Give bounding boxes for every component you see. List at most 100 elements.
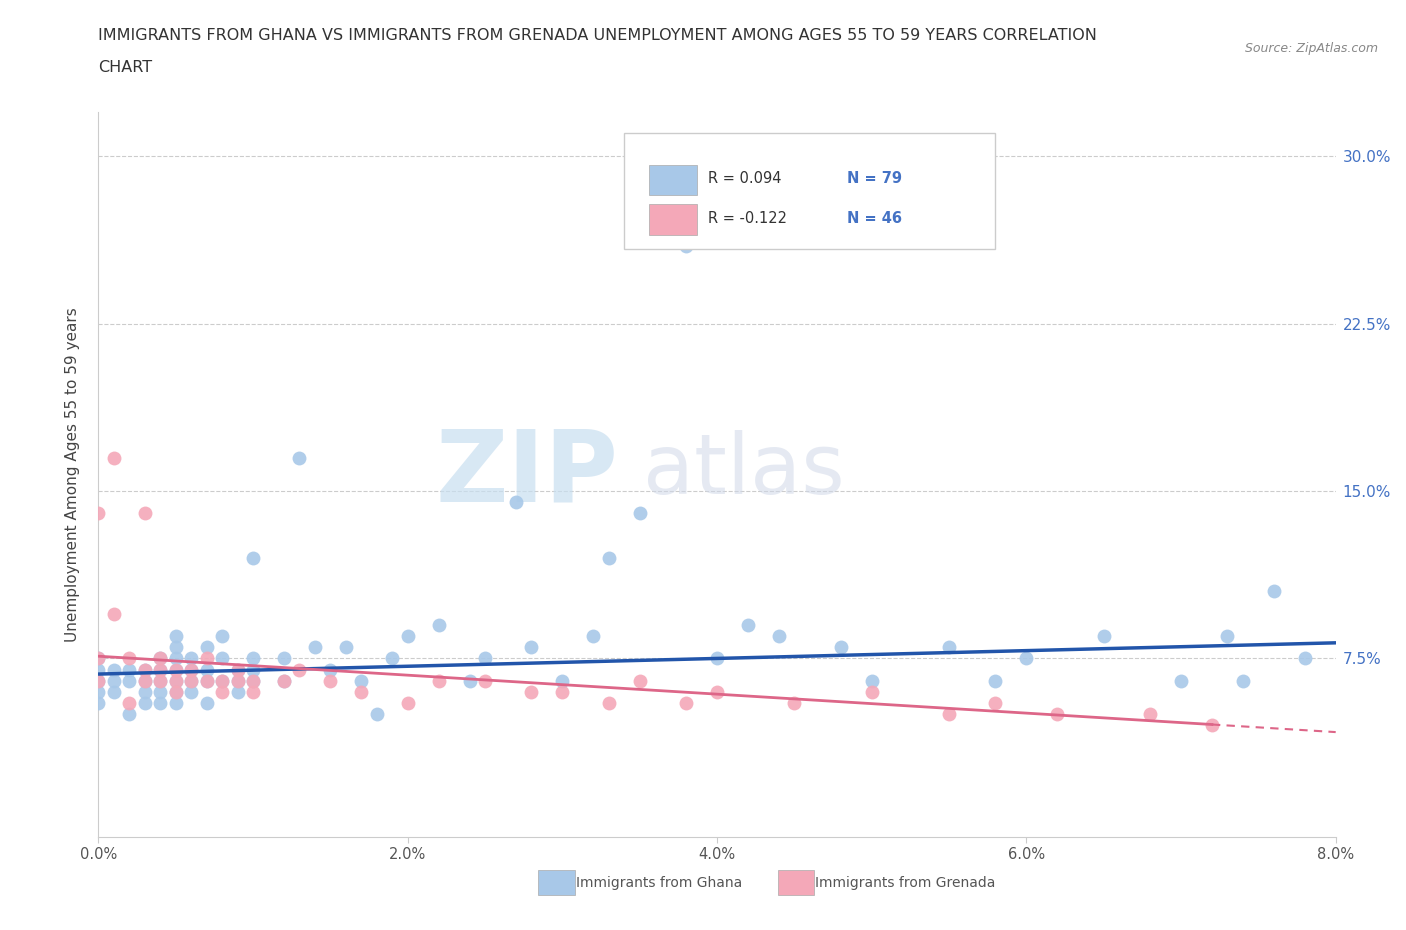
Point: [226, 684, 249, 699]
Point: [381, 651, 404, 666]
Point: [1170, 673, 1192, 688]
Point: [103, 673, 125, 688]
Point: [938, 707, 960, 722]
Point: [149, 651, 172, 666]
Point: [598, 696, 620, 711]
Text: IMMIGRANTS FROM GHANA VS IMMIGRANTS FROM GRENADA UNEMPLOYMENT AMONG AGES 55 TO 5: IMMIGRANTS FROM GHANA VS IMMIGRANTS FROM…: [98, 28, 1097, 43]
Text: N = 79: N = 79: [846, 171, 903, 186]
Point: [87, 662, 110, 677]
Point: [165, 684, 187, 699]
Text: R = 0.094: R = 0.094: [709, 171, 782, 186]
Point: [860, 684, 883, 699]
Point: [319, 673, 342, 688]
Point: [165, 684, 187, 699]
Text: CHART: CHART: [98, 60, 152, 75]
Point: [118, 651, 141, 666]
Point: [1263, 584, 1285, 599]
Point: [118, 662, 141, 677]
Point: [211, 684, 233, 699]
Point: [87, 506, 110, 521]
Text: Immigrants from Ghana: Immigrants from Ghana: [576, 875, 742, 890]
Point: [165, 673, 187, 688]
Point: [149, 684, 172, 699]
Point: [165, 651, 187, 666]
Point: [551, 673, 574, 688]
Point: [288, 450, 311, 465]
Point: [149, 662, 172, 677]
Point: [149, 673, 172, 688]
Point: [165, 696, 187, 711]
Point: [1216, 629, 1239, 644]
Point: [520, 684, 543, 699]
Point: [180, 673, 202, 688]
Point: [551, 684, 574, 699]
Point: [180, 662, 202, 677]
Point: [598, 551, 620, 565]
Point: [1294, 651, 1316, 666]
Point: [319, 662, 342, 677]
Point: [195, 640, 218, 655]
Point: [103, 662, 125, 677]
Point: [288, 662, 311, 677]
Point: [458, 673, 481, 688]
Point: [984, 673, 1007, 688]
Point: [628, 506, 651, 521]
Point: [706, 684, 728, 699]
Point: [211, 651, 233, 666]
Point: [211, 673, 233, 688]
Point: [87, 696, 110, 711]
Point: [149, 662, 172, 677]
Point: [195, 673, 218, 688]
Point: [984, 696, 1007, 711]
Point: [118, 673, 141, 688]
Point: [427, 673, 450, 688]
Point: [134, 696, 156, 711]
Point: [149, 696, 172, 711]
Point: [195, 673, 218, 688]
Point: [860, 673, 883, 688]
Point: [273, 651, 295, 666]
Point: [195, 696, 218, 711]
Point: [628, 673, 651, 688]
Text: R = -0.122: R = -0.122: [709, 211, 787, 226]
Point: [87, 651, 110, 666]
Point: [134, 673, 156, 688]
Point: [783, 696, 806, 711]
Point: [134, 684, 156, 699]
Y-axis label: Unemployment Among Ages 55 to 59 years: Unemployment Among Ages 55 to 59 years: [65, 307, 80, 642]
Point: [242, 651, 264, 666]
Point: [87, 673, 110, 688]
Point: [938, 640, 960, 655]
Text: ZIP: ZIP: [436, 426, 619, 523]
Point: [1232, 673, 1254, 688]
Point: [350, 684, 373, 699]
Point: [242, 551, 264, 565]
Point: [149, 673, 172, 688]
Point: [335, 640, 357, 655]
Point: [180, 673, 202, 688]
Point: [242, 684, 264, 699]
Point: [582, 629, 605, 644]
Point: [195, 651, 218, 666]
Point: [134, 662, 156, 677]
Point: [427, 618, 450, 632]
Point: [211, 673, 233, 688]
Text: atlas: atlas: [643, 431, 845, 512]
Point: [304, 640, 326, 655]
Point: [165, 673, 187, 688]
Point: [226, 662, 249, 677]
Point: [706, 651, 728, 666]
Point: [396, 696, 419, 711]
Point: [165, 640, 187, 655]
Point: [180, 684, 202, 699]
Point: [165, 629, 187, 644]
Text: Immigrants from Grenada: Immigrants from Grenada: [815, 875, 995, 890]
Text: Source: ZipAtlas.com: Source: ZipAtlas.com: [1244, 42, 1378, 55]
FancyBboxPatch shape: [650, 165, 697, 195]
Point: [165, 662, 187, 677]
FancyBboxPatch shape: [624, 133, 995, 249]
Point: [226, 662, 249, 677]
Point: [242, 673, 264, 688]
Point: [87, 651, 110, 666]
Point: [87, 673, 110, 688]
